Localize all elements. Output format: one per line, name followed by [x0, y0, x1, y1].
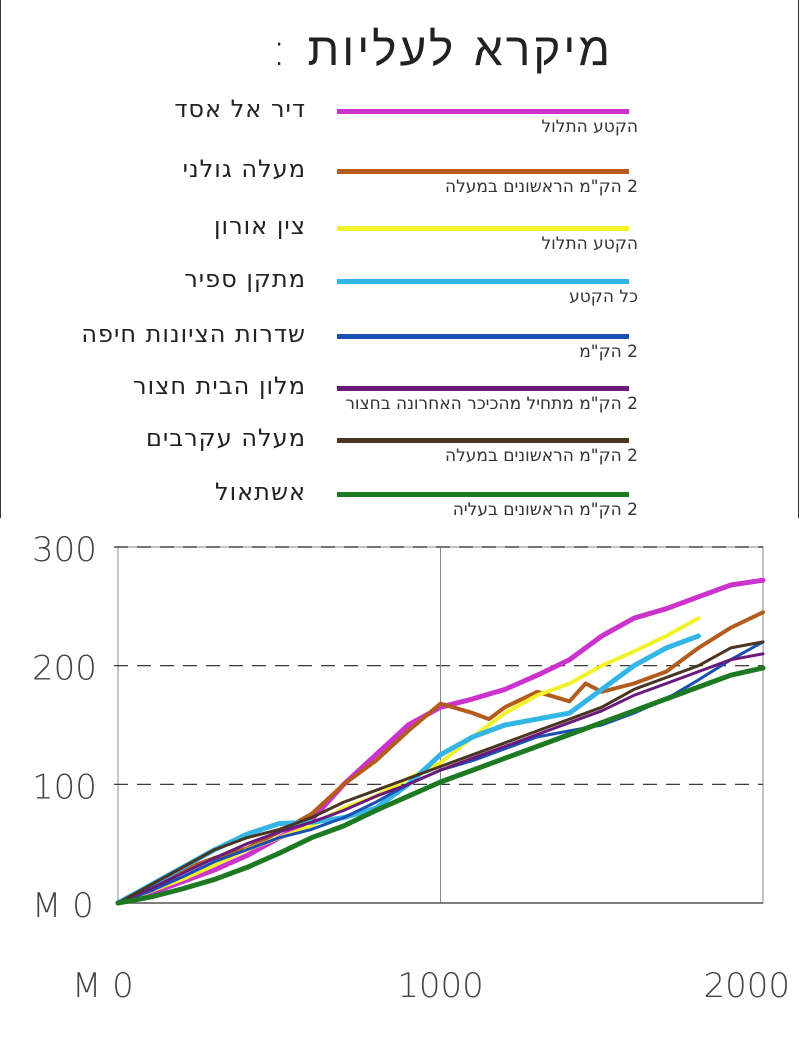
series-line [115, 577, 766, 906]
legend-item-swatch [337, 386, 629, 391]
x-tick-label: M 0 [72, 966, 134, 1006]
legend-title: מיקרא לעליות : [271, 22, 613, 76]
legend-panel: מיקרא לעליות : דיר אל אסד הקטע התלול מעלה … [0, 0, 800, 520]
legend-item-swatch [337, 226, 629, 231]
legend-item: מעלה עקרבים 2 הק"מ הראשונים במעלה [1, 424, 800, 484]
legend-item: מתקן ספיר כל הקטע [1, 265, 800, 325]
legend-item-note: הקטע התלול [541, 234, 638, 254]
legend-item-note: 2 הק"מ הראשונים במעלה [445, 446, 638, 466]
legend-item-name: דיר אל אסד [174, 95, 306, 123]
series-line [116, 652, 765, 905]
legend-item-swatch [337, 438, 629, 443]
legend-item-name: מעלה גולני [182, 155, 306, 183]
legend-item-name: שדרות הציונות חיפה [81, 320, 306, 348]
legend-item-note: הקטע התלול [541, 117, 638, 137]
x-tick-label: 1000 [397, 966, 484, 1006]
legend-item: מעלה גולני 2 הק"מ הראשונים במעלה [1, 155, 800, 215]
series-line [115, 665, 766, 906]
x-tick-label: 2000 [703, 966, 790, 1006]
legend-item-name: צין אורון [214, 212, 306, 240]
legend-item-swatch [337, 109, 629, 114]
legend-item-note: כל הקטע [569, 287, 638, 307]
legend-item-note: 2 הק"מ מתחיל מהכיכר האחרונה בחצור [345, 394, 638, 414]
legend-item: אשתאול 2 הק"מ הראשונים בעליה [1, 478, 800, 538]
legend-item-swatch [337, 169, 629, 174]
y-tick-label: 300 [32, 530, 97, 570]
chart-area: M 0 100 200 300 M 0 1000 2000 [0, 520, 800, 1058]
legend-item-name: מעלה עקרבים [145, 424, 306, 452]
legend-item: מלון הבית חצור 2 הק"מ מתחיל מהכיכר האחרונ… [1, 372, 800, 432]
y-tick-label: M 0 [32, 886, 94, 926]
legend-item: דיר אל אסד הקטע התלול [1, 95, 800, 155]
legend-item-swatch [337, 279, 629, 284]
legend-item-note: 2 הק"מ הראשונים בעליה [452, 500, 638, 520]
legend-item-name: מלון הבית חצור [133, 372, 306, 400]
line-chart: M 0 100 200 300 M 0 1000 2000 [32, 530, 790, 1006]
legend-item: צין אורון הקטע התלול [1, 212, 800, 272]
legend-item-note: 2 הק"מ הראשונים במעלה [445, 177, 638, 197]
y-tick-label: 100 [32, 767, 97, 807]
series-line [116, 640, 765, 905]
series-line [116, 610, 765, 905]
legend-item-note: 2 הק"מ [579, 342, 638, 362]
legend-item-name: אשתאול [214, 478, 306, 506]
legend-item-swatch [337, 492, 629, 497]
y-tick-label: 200 [32, 649, 97, 689]
legend-item: שדרות הציונות חיפה 2 הק"מ [1, 320, 800, 380]
legend-item-swatch [337, 334, 629, 339]
legend-item-name: מתקן ספיר [184, 265, 306, 293]
